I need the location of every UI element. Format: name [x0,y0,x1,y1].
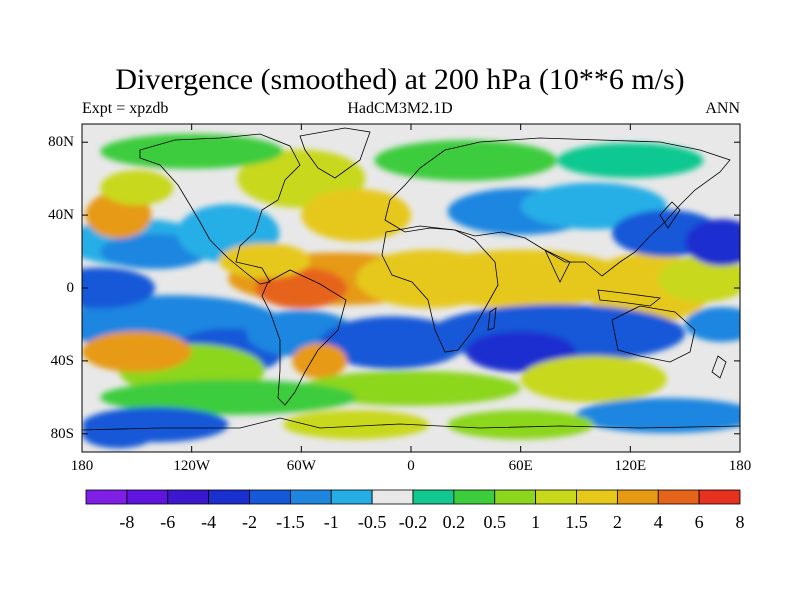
colorbar-swatch [412,489,455,505]
field-region [100,379,357,415]
colorbar-swatch [371,489,414,505]
y-tick-label: 40S [50,352,74,369]
field-region [447,410,594,440]
x-tick-label: 120W [173,458,210,474]
field-region [685,306,740,342]
field-region [283,410,430,440]
colorbar-label: 0.2 [442,512,466,532]
x-tick-label: 180 [728,458,752,474]
colorbar-swatch [657,489,700,505]
y-tick-label: 0 [66,280,75,296]
colorbar-swatch [167,489,210,505]
field-region [374,140,558,181]
field-region [557,142,704,178]
field-region [301,370,521,406]
x-tick-label: 60E [508,458,533,474]
map-title: Divergence (smoothed) at 200 hPa (10**6 … [115,63,685,96]
colorbar-label: -2 [242,512,257,532]
field-region [685,219,740,266]
colorbar-swatch [289,489,332,505]
colorbar-swatch [453,489,496,505]
x-tick-label: 120E [614,458,647,474]
colorbar-label: 0.5 [483,512,507,532]
season-label: ANN [705,100,740,117]
x-tick-label: 180 [70,458,94,474]
colorbar-swatch [208,489,250,505]
colorbar-label: -1 [323,512,339,532]
colorbar-label: -1.5 [276,512,305,532]
colorbar-label: -8 [119,512,135,532]
y-tick-label: 80S [50,425,74,442]
colorbar-label: -0.2 [398,512,428,532]
field-region [82,267,156,309]
colorbar-label: 6 [694,512,704,532]
field-region [292,343,348,379]
field-region [520,355,667,403]
colorbar-swatch [616,489,659,505]
field-region [411,249,631,309]
colorbar-swatch [249,489,291,505]
field-region [657,255,740,303]
field-region [575,398,740,434]
colorbar-label: 8 [735,512,745,532]
colorbar [85,489,741,505]
colorbar-swatch [698,489,741,505]
colorbar-label: -6 [160,512,176,532]
colorbar-label: -4 [201,512,217,532]
y-tick-label: 80N [48,134,74,151]
coastlines [82,127,740,431]
colorbar-label: 2 [612,512,622,532]
map-field [82,124,740,452]
y-tick-label: 40N [48,207,74,224]
field-region [82,419,156,449]
model-label: HadCM3M2.1D [347,100,453,117]
field-region [319,316,466,369]
colorbar-swatch [494,489,537,505]
field-region [100,170,174,206]
colorbar-swatch [126,489,169,505]
colorbar-swatch [576,489,618,505]
field-region [255,267,348,309]
field-region [301,188,411,242]
x-tick-label: 0 [407,458,415,474]
colorbar-swatch [85,489,128,505]
x-tick-label: 60W [286,458,316,474]
colorbar-label: -0.5 [357,512,387,532]
field-region [82,331,192,373]
colorbar-label: 1.5 [565,512,588,532]
experiment-label: Expt = xpzdb [82,100,169,117]
colorbar-label: 4 [653,512,663,532]
colorbar-swatch [535,489,577,505]
colorbar-swatch [330,489,373,505]
colorbar-label: 1 [531,512,541,532]
